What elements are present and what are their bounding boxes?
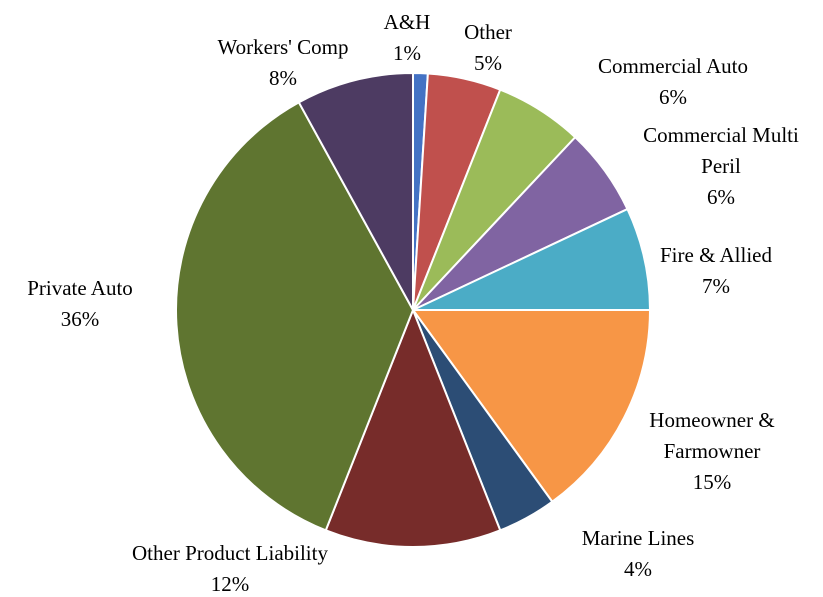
value-label: 6% (659, 85, 687, 109)
pie-slice (324, 307, 502, 548)
slice-label: Homeowner & Farmowner 15% (622, 405, 802, 498)
category-name: Fire & Allied (660, 243, 772, 267)
slice-label: A&H 1% (367, 7, 447, 69)
pie-slice (412, 207, 652, 311)
slice-label: Private Auto 36% (0, 273, 170, 335)
value-label: 4% (624, 557, 652, 581)
slice-label: Commercial Multi Peril 6% (621, 120, 821, 213)
slice-label: Marine Lines 4% (548, 523, 728, 585)
category-name: A&H (383, 10, 431, 34)
category-name: Marine Lines (581, 526, 695, 550)
slice-label: Other Product Liability 12% (80, 538, 380, 597)
category-name: Other (464, 20, 512, 44)
value-label: 8% (269, 66, 297, 90)
value-label: 15% (692, 470, 732, 494)
value-label: 12% (210, 572, 250, 596)
pie-slice (297, 71, 414, 311)
category-name: Other Product Liability (132, 541, 328, 565)
slice-label: Fire & Allied 7% (626, 240, 806, 302)
value-label: 5% (474, 51, 502, 75)
value-label: 36% (60, 307, 100, 331)
value-label: 1% (393, 41, 421, 65)
category-name: Workers' Comp (217, 35, 349, 59)
category-name: Homeowner & Farmowner (649, 408, 775, 463)
pie-slice (411, 309, 652, 504)
slice-label: Commercial Auto 6% (563, 51, 783, 113)
category-name: Commercial Multi Peril (643, 123, 799, 178)
slice-label: Other 5% (448, 17, 528, 79)
slice-label: Workers' Comp 8% (183, 32, 383, 94)
category-name: Private Auto (27, 276, 133, 300)
pie-slice (175, 100, 415, 532)
value-label: 6% (707, 185, 735, 209)
value-label: 7% (702, 274, 730, 298)
category-name: Commercial Auto (598, 54, 748, 78)
